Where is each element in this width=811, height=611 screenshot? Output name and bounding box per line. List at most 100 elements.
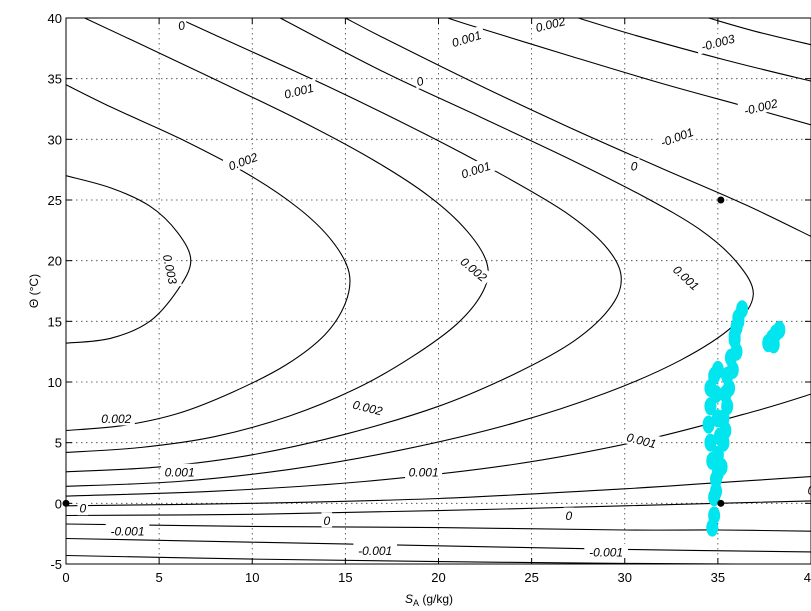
contour-label: 0 [412, 71, 428, 90]
contour-label-halo [278, 78, 319, 103]
contour-line [66, 18, 622, 473]
x-tick-label: 10 [245, 570, 259, 585]
contour-label-text: 0.003 [160, 253, 180, 286]
scatter-point [767, 335, 780, 354]
contour-label-text: 0.002 [101, 412, 131, 426]
scatter-point [710, 482, 723, 501]
contour-label: 0 [77, 500, 89, 516]
scatter-point [732, 312, 745, 331]
y-tick-label: -5 [50, 557, 62, 572]
x-axis-label: SA (g/kg) [405, 592, 453, 608]
contour-label: 0 [628, 158, 640, 174]
contour-label: -0.001 [105, 523, 150, 539]
y-axis-label: Θ (°C) [27, 274, 41, 308]
contour-label-halo [737, 93, 784, 119]
contour-label-text: 0 [323, 514, 330, 528]
x-tick-label: 5 [156, 570, 163, 585]
contour-label: 0 [563, 507, 575, 523]
y-tick-label: 40 [48, 11, 62, 26]
contour-label-halo [348, 395, 388, 419]
scatter-point [702, 415, 715, 434]
contour-label-halo [455, 156, 496, 183]
contour-label-halo [446, 25, 487, 51]
x-axis-label-main: S [405, 592, 413, 606]
x-tick-label: 30 [618, 570, 632, 585]
x-tick-label: 35 [711, 570, 725, 585]
contour-line [708, 18, 811, 46]
contour-label-halo [653, 121, 700, 151]
x-axis-label-unit: (g/kg) [419, 592, 453, 606]
scatter-point [710, 385, 723, 404]
scatter-point [704, 433, 717, 452]
contour-label-halo [584, 543, 628, 559]
reference-marker [717, 196, 725, 204]
contour-label-text: 0.001 [165, 465, 195, 479]
contour-label-halo [222, 147, 263, 175]
contour-line [578, 18, 811, 82]
contour-label-text: 0 [808, 484, 811, 498]
reference-marker [717, 499, 725, 507]
contour-label-halo [97, 410, 135, 426]
x-tick-label: 0 [62, 570, 69, 585]
contour-line [66, 84, 351, 432]
scatter-points [702, 300, 786, 537]
contour-label-halo [321, 512, 333, 528]
contour-label-halo [694, 28, 741, 55]
contour-label-halo [667, 259, 706, 296]
contour-label-text: 0 [177, 18, 187, 33]
contour-label-text: 0.001 [409, 465, 439, 479]
contour-label-halo [174, 16, 189, 34]
scatter-point [708, 506, 721, 525]
scatter-point [721, 397, 734, 416]
y-tick-label: 0 [55, 496, 62, 511]
contour-label: 0.003 [159, 249, 182, 289]
y-tick-label: 25 [48, 193, 62, 208]
contour-label-halo [455, 251, 494, 287]
contour-label-halo [105, 523, 150, 539]
contour-label-halo [405, 463, 443, 479]
y-tick-label: 10 [48, 375, 62, 390]
y-tick-label: 35 [48, 72, 62, 87]
x-axis-label-sub: A [413, 598, 419, 608]
contour-label-halo [412, 71, 428, 90]
contour-label-halo [353, 542, 397, 558]
contour-label-text: -0.001 [358, 544, 392, 558]
contour-label-halo [628, 158, 640, 173]
x-tick-label: 20 [431, 570, 445, 585]
x-tick-label: 15 [338, 570, 352, 585]
contour-label-text: 0 [566, 509, 573, 523]
contour-label-text: 0 [79, 502, 86, 516]
x-tick-label: 40 [804, 570, 811, 585]
contour-line [66, 175, 192, 344]
contour-label-halo [805, 482, 811, 497]
contour-label: 0.002 [97, 410, 135, 426]
contour-label-halo [621, 427, 662, 452]
contour-label-halo [563, 507, 575, 523]
scatter-point [773, 320, 786, 339]
contour-label: 0.001 [161, 463, 199, 479]
contour-label: -0.001 [353, 542, 397, 558]
scatter-point [711, 360, 724, 379]
contour-label-halo [159, 249, 182, 289]
contour-label-text: 0 [631, 160, 638, 174]
y-tick-label: 30 [48, 132, 62, 147]
contour-label: -0.001 [584, 543, 628, 559]
scatter-point [723, 379, 736, 398]
contour-line [345, 18, 811, 237]
contour-label-text: 0 [415, 74, 426, 89]
scatter-point [726, 360, 739, 379]
y-tick-label: 15 [48, 314, 62, 329]
contour-labels: 00.001 00.0010.002-0.003-0.002-0.00100.00… [77, 11, 811, 559]
y-tick-label: 5 [55, 436, 62, 451]
contour-label-halo [77, 500, 89, 516]
contour-label-text: -0.001 [110, 525, 144, 539]
scatter-point [719, 421, 732, 440]
contour-label: 0 [321, 512, 333, 528]
contour-line [66, 537, 811, 553]
scatter-point [730, 342, 743, 361]
contour-label-halo [161, 463, 199, 479]
x-tick-label: 25 [524, 570, 538, 585]
